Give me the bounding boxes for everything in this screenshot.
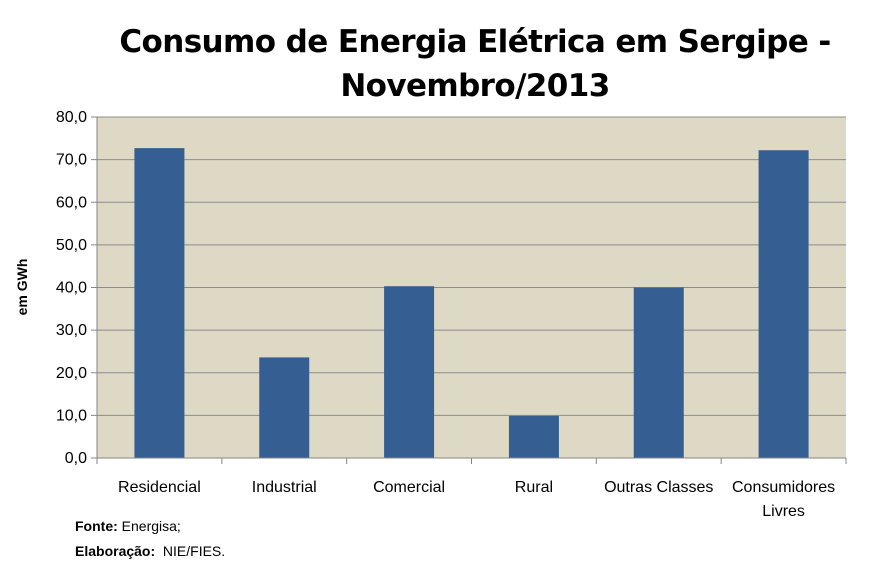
x-tick-label: Consumidores <box>732 479 835 496</box>
footer: Fonte: Energisa; Elaboração: NIE/FIES. <box>75 514 225 564</box>
x-tick-label: Outras Classes <box>604 479 713 496</box>
x-tick-label: Residencial <box>118 479 201 496</box>
elaboration-value: NIE/FIES. <box>162 543 226 559</box>
bar <box>633 287 684 458</box>
bar <box>758 150 809 458</box>
y-tick-label: 80,0 <box>56 109 87 126</box>
elaboration-line: Elaboração: NIE/FIES. <box>75 539 225 564</box>
source-value: Energisa; <box>121 518 181 534</box>
elaboration-label: Elaboração: <box>75 543 156 559</box>
y-tick-label: 50,0 <box>56 237 87 254</box>
y-tick-label: 10,0 <box>56 407 87 424</box>
x-tick-label: Industrial <box>252 479 317 496</box>
y-tick-label: 0,0 <box>65 450 87 467</box>
y-tick-label: 40,0 <box>56 280 87 297</box>
bar <box>384 286 435 458</box>
bar <box>259 357 310 458</box>
chart-title-line-2: Novembro/2013 <box>340 68 610 104</box>
x-tick-label: Rural <box>515 479 553 496</box>
source-label: Fonte: <box>75 518 118 534</box>
x-tick-label: Livres <box>762 503 805 520</box>
y-tick-label: 70,0 <box>56 152 87 169</box>
chart-title-line-1: Consumo de Energia Elétrica em Sergipe - <box>119 24 831 60</box>
y-tick-label: 60,0 <box>56 194 87 211</box>
chart-title: Consumo de Energia Elétrica em Sergipe -… <box>60 20 872 108</box>
y-tick-label: 20,0 <box>56 365 87 382</box>
bar <box>134 148 185 458</box>
bar <box>508 415 559 458</box>
source-line: Fonte: Energisa; <box>75 514 225 539</box>
y-tick-label: 30,0 <box>56 322 87 339</box>
x-tick-label: Comercial <box>373 479 445 496</box>
